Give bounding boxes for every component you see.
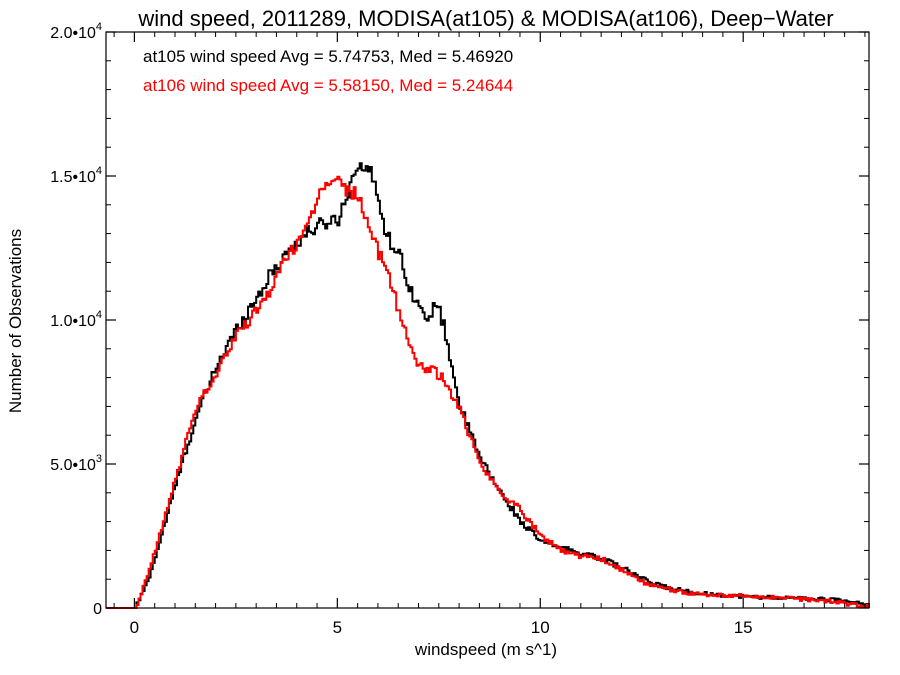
y-tick-label: 5.0•103: [50, 453, 102, 474]
y-tick-label: 2.0•104: [50, 21, 102, 42]
plot-frame: [105, 31, 870, 609]
chart-title: wind speed, 2011289, MODISA(at105) & MOD…: [137, 6, 833, 31]
annotation-at105: at105 wind speed Avg = 5.74753, Med = 5.…: [143, 47, 513, 66]
x-tick-label: 15: [734, 618, 753, 637]
plot-area: 0 5 10 15 0 5.0•103 1.0•104 1.5•104 2.0•104: [50, 21, 870, 637]
y-axis-label: Number of Observations: [6, 229, 25, 413]
annotation-at106: at106 wind speed Avg = 5.58150, Med = 5.…: [143, 76, 513, 95]
x-tick-label: 10: [531, 618, 550, 637]
x-tick-label: 0: [130, 618, 139, 637]
x-axis-label: windspeed (m s^1): [414, 640, 557, 659]
series-line-at106: [106, 175, 870, 609]
y-tick-label: 1.0•104: [50, 309, 102, 330]
x-tick-label: 5: [333, 618, 342, 637]
y-tick-label: 1.5•104: [50, 165, 102, 186]
series-line-at105: [106, 162, 870, 609]
y-tick-label: 0: [93, 601, 102, 618]
